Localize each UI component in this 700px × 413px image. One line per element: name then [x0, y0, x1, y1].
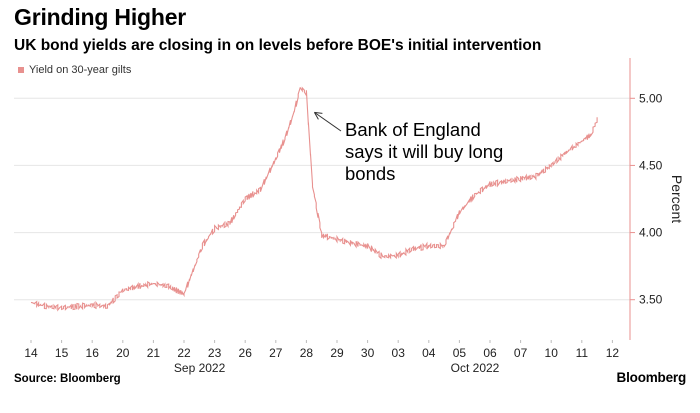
- x-month-label: Oct 2022: [451, 361, 500, 375]
- legend-label: Yield on 30-year gilts: [29, 64, 132, 76]
- x-month-label: Sep 2022: [174, 361, 226, 375]
- y-tick-label: 4.00: [639, 226, 663, 240]
- x-tick-label: 05: [453, 346, 467, 360]
- x-tick-label: 26: [239, 346, 253, 360]
- x-tick-label: 14: [24, 346, 38, 360]
- x-tick-label: 22: [177, 346, 191, 360]
- grid-lines: [14, 97, 630, 301]
- x-tick-label: 06: [483, 346, 497, 360]
- x-tick-label: 07: [514, 346, 528, 360]
- series-line-30y-gilts: [30, 86, 598, 312]
- x-tick-label: 11: [576, 346, 589, 360]
- chart-title: Grinding Higher: [14, 4, 187, 30]
- x-tick-label: 03: [392, 346, 406, 360]
- y-tick-label: 5.00: [639, 91, 663, 105]
- x-tick-label: 27: [269, 346, 283, 360]
- x-tick-label: 10: [545, 346, 559, 360]
- x-tick-label: 28: [300, 346, 314, 360]
- annotation-line-3: bonds: [345, 163, 396, 184]
- annotation-arrow-head: [313, 111, 323, 120]
- x-tick-label: 21: [147, 346, 161, 360]
- source-note: Source: Bloomberg: [14, 373, 121, 385]
- x-tick-label: 04: [422, 346, 436, 360]
- brand-logo: Bloomberg: [616, 370, 687, 385]
- annotation-arrow-line: [314, 111, 342, 132]
- annotation-line-1: Bank of England: [345, 119, 481, 140]
- x-tick-label: 12: [606, 346, 620, 360]
- x-tick-label: 29: [330, 346, 344, 360]
- y-axis-label: Percent: [669, 175, 685, 223]
- x-tick-label: 15: [55, 346, 69, 360]
- chart-legend: Yield on 30-year gilts: [18, 64, 131, 76]
- annotation-text: Bank of England says it will buy long bo…: [345, 119, 555, 185]
- y-tick-label: 3.50: [639, 293, 663, 307]
- chart-subtitle: UK bond yields are closing in on levels …: [14, 37, 542, 54]
- y-tick-label: 4.50: [639, 158, 663, 172]
- axes: 3.50 4.00 4.50 5.00 Percent 14 15 16 20 21 22 23 26 2…: [24, 58, 685, 375]
- x-tick-label: 23: [208, 346, 222, 360]
- x-tick-label: 16: [86, 346, 100, 360]
- annotation-line-2: says it will buy long: [345, 141, 504, 162]
- x-tick-label: 30: [361, 346, 375, 360]
- legend-swatch: [18, 67, 24, 73]
- x-tick-label: 20: [116, 346, 130, 360]
- series-layer: [30, 86, 598, 312]
- annotation-arrow: [313, 111, 342, 132]
